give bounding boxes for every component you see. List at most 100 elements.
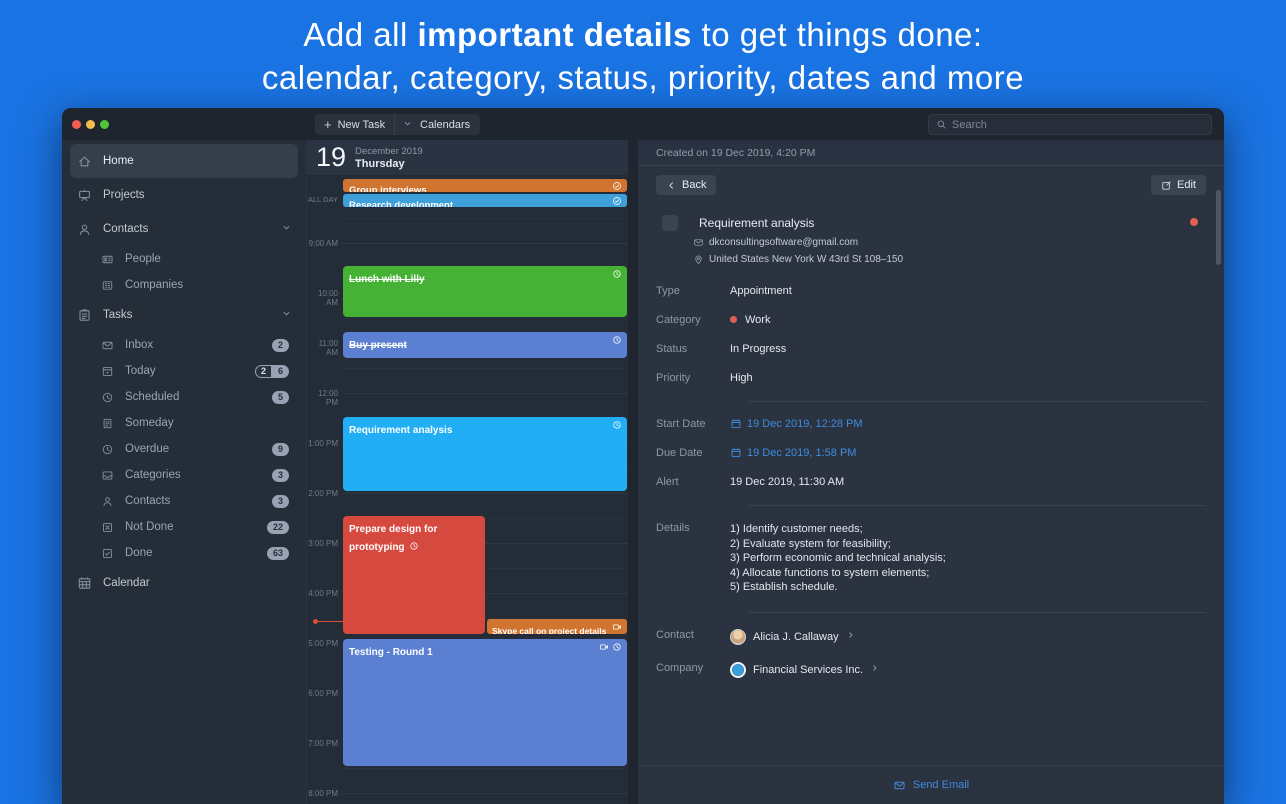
traffic-lights [72, 120, 109, 129]
hour-label: 6:00 PM [308, 689, 338, 698]
hour-label: 12:00 PM [317, 389, 338, 407]
sidebar-item-label: Done [125, 547, 153, 559]
calendars-button[interactable]: Calendars [410, 114, 481, 135]
field-value: In Progress [730, 343, 787, 355]
search-input[interactable] [952, 118, 1182, 131]
minimize-window-button[interactable] [86, 120, 95, 129]
sidebar-item-done[interactable]: Done 63 [62, 540, 306, 566]
hour-label: 3:00 PM [308, 539, 338, 548]
event-skype-call-on-project-details[interactable]: Skype call on project details [487, 619, 627, 634]
hour-label: 10:00 AM [317, 289, 338, 307]
sidebar-item-someday[interactable]: Someday [62, 410, 306, 436]
panel-divider [628, 140, 638, 804]
sidebar-item-contacts[interactable]: Contacts [62, 212, 306, 246]
new-task-button[interactable]: + New Task [315, 114, 394, 135]
event-icons [612, 420, 622, 430]
send-email-label: Send Email [912, 779, 970, 791]
created-on-bar: Created on 19 Dec 2019, 4:20 PM [638, 140, 1224, 166]
clock-icon [101, 443, 114, 456]
check-circle-icon [613, 182, 621, 190]
edit-button[interactable]: Edit [1151, 175, 1206, 195]
event-prepare-design-for-prototyping[interactable]: Prepare design for prototyping [343, 516, 485, 634]
sidebar-item-projects[interactable]: Projects [62, 178, 306, 212]
task-email-row[interactable]: dkconsultingsoftware@gmail.com [693, 237, 1206, 248]
video-icon [600, 644, 608, 650]
event-group-interviews[interactable]: Group interviews [343, 179, 627, 192]
half-hour-line [343, 768, 628, 769]
sidebar-item-not-done[interactable]: Not Done 22 [62, 514, 306, 540]
zoom-window-button[interactable] [100, 120, 109, 129]
event-buy-present[interactable]: Buy present [343, 332, 627, 358]
weekday-label: Thursday [355, 157, 405, 170]
event-research-development[interactable]: Research development [343, 194, 627, 207]
field-divider [748, 401, 1206, 402]
sidebar-item-today[interactable]: Today 2 6 [62, 358, 306, 384]
sidebar-item-home[interactable]: Home [70, 144, 298, 178]
sidebar-item-inbox[interactable]: Inbox 2 [62, 332, 306, 358]
sidebar: Home Projects Contacts People Companies Tasks… [62, 140, 307, 804]
half-hour-line [343, 518, 628, 519]
details-line: 1) Identify customer needs; [730, 523, 863, 535]
search-box[interactable] [928, 114, 1212, 135]
checksquare-icon [101, 547, 114, 560]
event-lunch-with-lilly[interactable]: Lunch with Lilly [343, 266, 627, 317]
hour-label: 4:00 PM [308, 589, 338, 598]
field-divider [748, 505, 1206, 506]
entity-link[interactable]: Alicia J. Callaway [730, 628, 856, 645]
sidebar-item-calendar[interactable]: Calendar [62, 566, 306, 600]
sidebar-item-label: Today [125, 365, 156, 377]
count-badge: 3 [271, 468, 289, 482]
task-detail-panel: Created on 19 Dec 2019, 4:20 PM Back Edi… [638, 140, 1224, 804]
clock-icon [613, 421, 621, 429]
field-alert: Alert 19 Dec 2019, 11:30 AM [656, 476, 1206, 488]
detail-fields: Type Appointment Category Work Status In Prog… [638, 265, 1224, 678]
new-task-dropdown-button[interactable] [394, 114, 420, 135]
hour-label: 8:00 PM [308, 789, 338, 798]
board-icon [77, 188, 92, 203]
field-label: Contact [656, 628, 694, 641]
sidebar-item-people[interactable]: People [62, 246, 306, 272]
sidebar-item-contacts[interactable]: Contacts 3 [62, 488, 306, 514]
hour-line [343, 593, 628, 594]
sidebar-item-tasks[interactable]: Tasks [62, 298, 306, 332]
entity-link[interactable]: Financial Services Inc. [730, 661, 880, 678]
sidebar-item-label: Companies [125, 279, 184, 291]
sidebar-item-label: Calendar [103, 577, 150, 589]
detail-scrollbar-thumb[interactable] [1216, 190, 1221, 265]
entity-name: Financial Services Inc. [753, 663, 864, 676]
envelope-icon [101, 339, 114, 352]
hour-line [343, 243, 628, 244]
new-task-button-group: + New Task [315, 114, 421, 135]
hour-label: 5:00 PM [308, 639, 338, 648]
back-button[interactable]: Back [656, 175, 717, 195]
field-label: Details [656, 522, 690, 534]
field-value-link[interactable]: 19 Dec 2019, 12:28 PM [730, 418, 863, 430]
tray-icon [101, 469, 114, 482]
details-line: 2) Evaluate system for feasibility; [730, 537, 891, 550]
task-address-row[interactable]: United States New York W 43rd St 108–150 [693, 254, 1206, 265]
clock-icon [613, 336, 621, 344]
send-email-button[interactable]: Send Email [893, 779, 969, 792]
sidebar-item-overdue[interactable]: Overdue 9 [62, 436, 306, 462]
close-window-button[interactable] [72, 120, 81, 129]
calendar-date-icon [731, 419, 741, 429]
clock-icon [101, 391, 114, 404]
half-hour-line [343, 318, 628, 319]
event-testing-round-1[interactable]: Testing - Round 1 [343, 639, 627, 766]
sidebar-item-label: Someday [125, 417, 174, 429]
details-line: 5) Establish schedule. [730, 581, 838, 593]
field-value-link[interactable]: 19 Dec 2019, 1:58 PM [730, 447, 856, 459]
current-time-line [318, 621, 343, 622]
chevron-right-icon [870, 663, 880, 676]
task-checkbox[interactable] [662, 215, 678, 231]
sidebar-item-label: Scheduled [125, 391, 180, 403]
sidebar-item-label: Projects [103, 189, 145, 201]
sidebar-item-companies[interactable]: Companies [62, 272, 306, 298]
sidebar-item-categories[interactable]: Categories 3 [62, 462, 306, 488]
title-bar: + New Task Calendars [62, 108, 1224, 140]
event-requirement-analysis[interactable]: Requirement analysis [343, 417, 627, 491]
plus-icon: + [324, 117, 332, 132]
sidebar-item-scheduled[interactable]: Scheduled 5 [62, 384, 306, 410]
calendar-day-view: 19 December 2019 Thursday ALL DAY 9:00 A… [307, 140, 628, 804]
field-due-date: Due Date 19 Dec 2019, 1:58 PM [656, 447, 1206, 459]
